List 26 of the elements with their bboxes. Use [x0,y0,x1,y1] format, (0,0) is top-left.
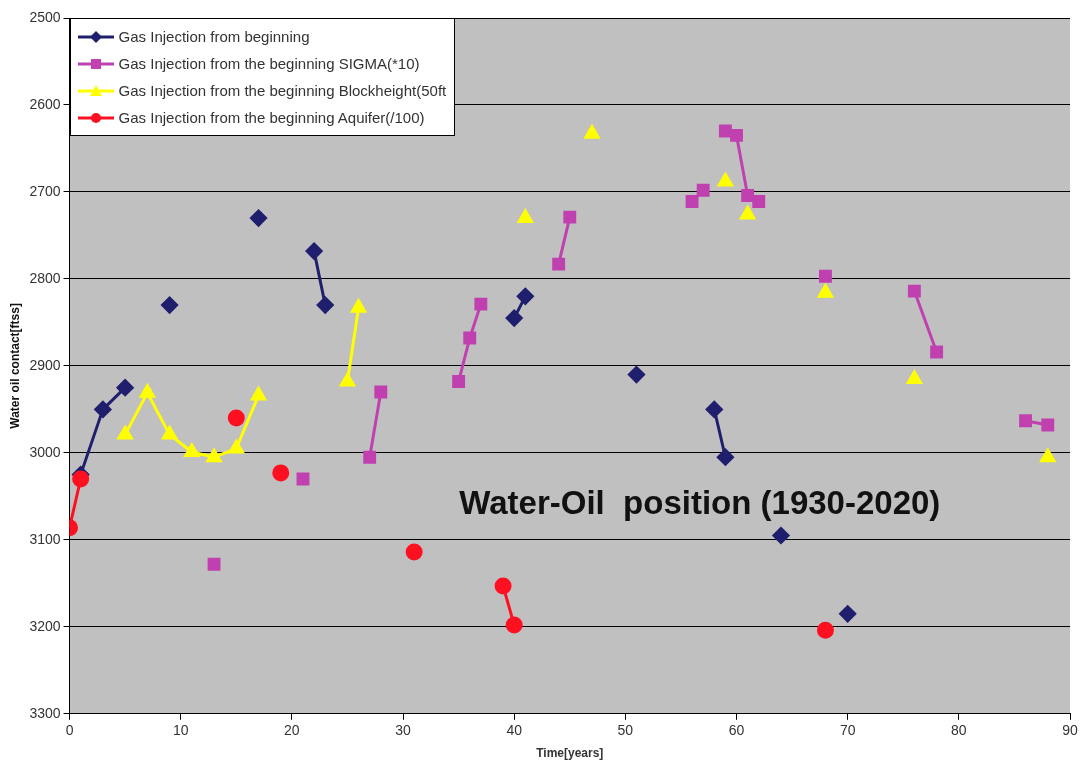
y-tick-label: 2800 [29,269,61,286]
x-tick-label: 30 [395,722,412,739]
x-tick-label: 40 [506,722,523,739]
legend-label: Gas Injection from beginning [118,28,310,45]
legend-label: Gas Injection from the beginning Aquifer(/100) [118,109,425,126]
x-tick-label: 10 [172,722,189,739]
x-tick-label: 60 [728,722,745,739]
x-tick-label: 80 [951,722,967,739]
y-tick-label: 3000 [29,443,61,460]
x-tick-label: 20 [284,722,300,739]
y-tick-label: 2700 [29,182,61,199]
x-tick-label: 90 [1062,722,1078,739]
y-tick-label: 2600 [29,95,61,112]
x-tick-label: 70 [839,722,856,739]
y-tick-label: 3200 [29,617,61,634]
y-axis-title: Water oil contact[ftss] [7,303,22,429]
y-tick-label: 3100 [29,530,61,547]
x-tick-label: 0 [65,722,74,739]
y-tick-label: 2900 [29,356,61,373]
x-tick-label: 50 [617,722,634,739]
legend-label: Gas Injection from the beginning SIGMA(*10) [118,55,420,72]
x-axis-title: Time[years] [536,746,604,761]
y-tick-label: 2500 [29,8,61,25]
annotation: Water-Oil position (1930-2020) [459,484,941,522]
y-tick-label: 3300 [29,704,61,721]
legend-label: Gas Injection from the beginning Blockheight(50ft [118,82,447,99]
